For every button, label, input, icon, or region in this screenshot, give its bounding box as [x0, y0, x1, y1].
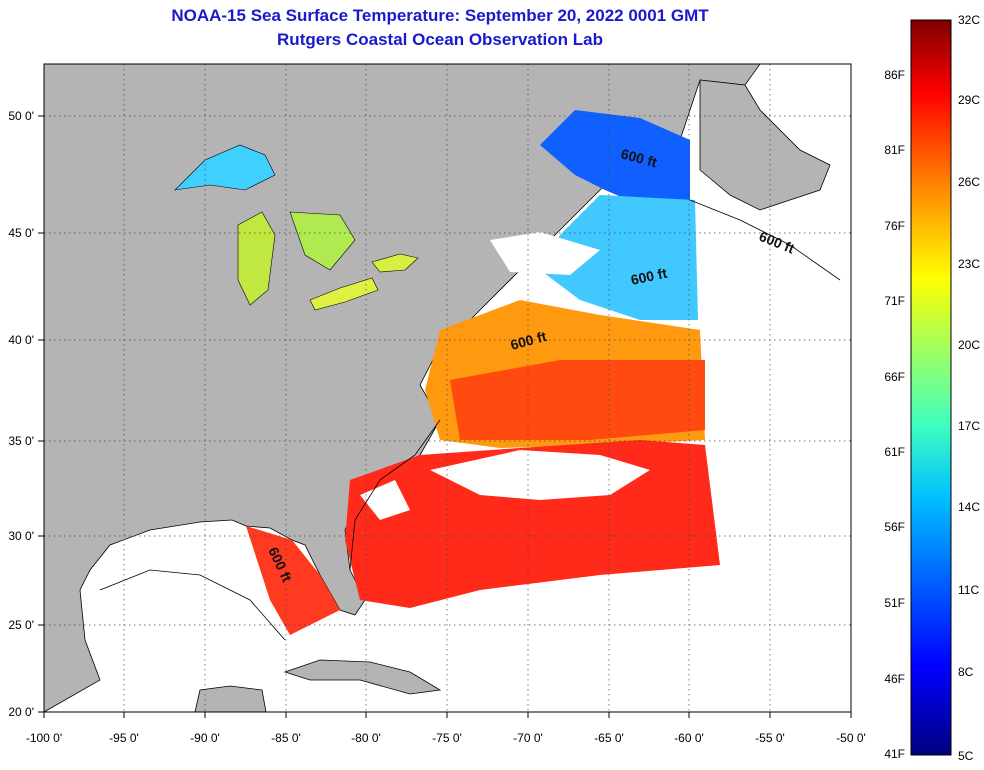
- cloud-cover-1: [430, 450, 650, 500]
- colorbar-celsius-label: 29C: [958, 93, 980, 107]
- colorbar-celsius-label: 8C: [958, 665, 974, 679]
- colorbar-fahrenheit-label: 76F: [884, 219, 905, 233]
- lon-tick-label: -75 0': [432, 731, 462, 745]
- cloud-cover-3: [360, 480, 410, 520]
- lake-erie: [309, 277, 379, 311]
- lat-tick-label: 50 0': [8, 109, 34, 123]
- colorbar-fahrenheit-label: 86F: [884, 68, 905, 82]
- lon-tick-label: -65 0': [594, 731, 624, 745]
- colorbar-celsius-label: 11C: [958, 583, 979, 597]
- lat-tick-label: 20 0': [8, 705, 34, 719]
- lon-tick-label: -55 0': [755, 731, 785, 745]
- land-cuba: [283, 659, 442, 695]
- colorbar-celsius-label: 32C: [958, 13, 980, 27]
- colorbar-fahrenheit-label: 46F: [884, 672, 905, 686]
- colorbar-celsius-label: 20C: [958, 338, 980, 352]
- colorbar-fahrenheit-scale: 86F 81F 76F 71F 66F 61F 56F 51F 46F 41F: [884, 68, 905, 761]
- colorbar-fahrenheit-label: 56F: [884, 520, 905, 534]
- lat-tick-label: 25 0': [8, 618, 34, 632]
- colorbar: [910, 19, 952, 756]
- lake-huron: [289, 211, 356, 271]
- lon-tick-label: -95 0': [109, 731, 139, 745]
- map-subtitle: Rutgers Coastal Ocean Observation Lab: [277, 30, 603, 49]
- lat-tick-label: 30 0': [8, 529, 34, 543]
- isobath-contour-gulf: [99, 569, 286, 641]
- colorbar-fahrenheit-label: 66F: [884, 370, 905, 384]
- colorbar-celsius-label: 17C: [958, 419, 980, 433]
- lat-tick-label: 40 0': [8, 333, 34, 347]
- lon-tick-label: -80 0': [351, 731, 381, 745]
- land-nova-scotia-newfoundland: [699, 79, 831, 211]
- graticule: [44, 64, 851, 712]
- colorbar-fahrenheit-label: 61F: [884, 445, 905, 459]
- sst-swath-gulf-of-maine: [540, 195, 698, 320]
- lon-tick-label: -100 0': [26, 731, 62, 745]
- colorbar-celsius-scale: 32C 29C 26C 23C 20C 17C 14C 11C 8C 5C: [958, 13, 980, 763]
- isobath-contour: [689, 199, 841, 281]
- lon-tick-label: -90 0': [190, 731, 220, 745]
- colorbar-celsius-label: 14C: [958, 500, 980, 514]
- lon-tick-label: -70 0': [513, 731, 543, 745]
- cloud-cover-2: [490, 232, 600, 275]
- map-title: NOAA-15 Sea Surface Temperature: Septemb…: [171, 6, 709, 25]
- colorbar-fahrenheit-label: 71F: [884, 294, 905, 308]
- lon-tick-label: -50 0': [836, 731, 866, 745]
- colorbar-celsius-label: 5C: [958, 749, 974, 763]
- colorbar-celsius-label: 23C: [958, 257, 980, 271]
- colorbar-fahrenheit-label: 81F: [884, 143, 905, 157]
- land-yucatan: [194, 685, 267, 712]
- lon-tick-label: -85 0': [271, 731, 301, 745]
- lake-michigan: [237, 211, 276, 306]
- lat-tick-label: 35 0': [8, 434, 34, 448]
- lake-superior: [174, 144, 276, 191]
- sst-swath-gulf-stream: [450, 360, 705, 440]
- colorbar-fahrenheit-label: 51F: [884, 596, 905, 610]
- axis-ticks: [38, 115, 852, 718]
- colorbar-fahrenheit-label: 41F: [884, 747, 905, 761]
- isobath-contour-south: [349, 419, 441, 571]
- lat-tick-label: 45 0': [8, 226, 34, 240]
- lake-ontario: [371, 253, 419, 273]
- isobath-label: 600 ft: [629, 265, 668, 288]
- lon-tick-label: -60 0': [674, 731, 704, 745]
- sst-swath-gulf-west-florida: [246, 526, 340, 635]
- colorbar-celsius-label: 26C: [958, 175, 980, 189]
- sst-swath-gulf-of-st-lawrence: [540, 110, 690, 205]
